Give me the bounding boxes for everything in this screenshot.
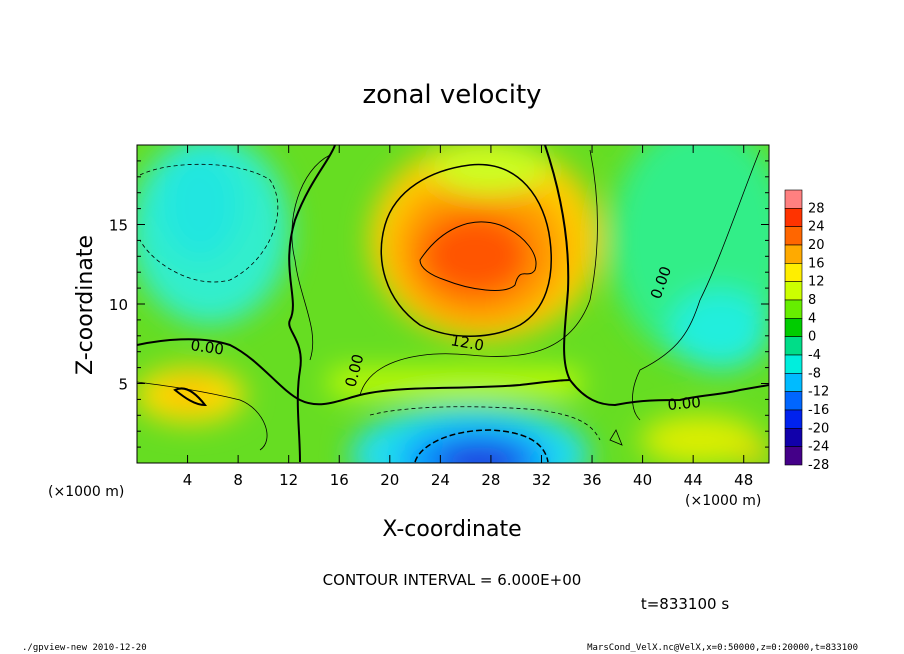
colorbar-swatch — [784, 446, 803, 466]
contour-label: 0.00 — [189, 336, 225, 358]
x-axis-label: X-coordinate — [382, 517, 521, 542]
x-tick-label: 16 — [330, 471, 349, 489]
colorbar-swatch — [784, 226, 803, 246]
contour-interval-text: CONTOUR INTERVAL = 6.000E+00 — [323, 571, 582, 589]
x-tick-label: 12 — [279, 471, 298, 489]
x-tick-label: 8 — [233, 471, 243, 489]
colorbar-swatch — [784, 336, 803, 356]
colorbar-label: -4 — [808, 348, 821, 363]
colorbar-label: 28 — [808, 201, 825, 216]
colorbar: 28 24 20 16 12 8 4 0 -4 -8 -12 -16 -20 -24 -28 — [784, 189, 829, 473]
colorbar-label: -24 — [808, 440, 829, 455]
colorbar-label: -12 — [808, 385, 829, 400]
time-text: t=833100 s — [641, 595, 729, 613]
colorbar-label: 0 — [808, 330, 816, 345]
colorbar-label: 4 — [808, 311, 816, 326]
velocity-field: 0.00 12.0 0.00 0.00 0.00 — [137, 145, 769, 463]
colorbar-label: -8 — [808, 366, 821, 381]
colorbar-swatch — [784, 409, 803, 429]
x-tick-label: 44 — [684, 471, 703, 489]
x-tick-label: 20 — [380, 471, 399, 489]
x-unit-label-left: (×1000 m) — [48, 484, 124, 500]
contour-label: 0.00 — [667, 393, 702, 414]
colorbar-label: 24 — [808, 220, 825, 235]
colorbar-swatch — [784, 244, 803, 264]
x-tick-label: 40 — [633, 471, 652, 489]
footer-left: ./gpview-new 2010-12-20 — [22, 643, 147, 653]
colorbar-swatch — [784, 428, 803, 447]
colorbar-swatch — [784, 318, 803, 337]
y-tick-label: 5 — [118, 376, 128, 394]
colorbar-swatch — [784, 208, 803, 227]
colorbar-swatch — [784, 263, 803, 282]
y-tick-label: 15 — [109, 217, 128, 235]
colorbar-swatch — [784, 189, 803, 209]
colorbar-label: -28 — [808, 458, 829, 473]
colorbar-label: -16 — [808, 403, 829, 418]
chart-title: zonal velocity — [362, 80, 541, 110]
contour-label: 12.0 — [449, 331, 485, 355]
colorbar-label: 8 — [808, 293, 816, 308]
x-unit-label-right: (×1000 m) — [685, 493, 761, 509]
x-tick-label: 24 — [431, 471, 450, 489]
x-tick-label: 36 — [582, 471, 601, 489]
colorbar-swatch — [784, 354, 803, 374]
colorbar-swatch — [784, 299, 803, 319]
x-tick-label: 4 — [183, 471, 193, 489]
colorbar-swatch — [784, 391, 803, 411]
x-tick-label: 48 — [734, 471, 753, 489]
y-axis-label: Z-coordinate — [73, 235, 98, 375]
x-tick-label: 28 — [481, 471, 500, 489]
footer-right: MarsCond_VelX.nc@VelX,x=0:50000,z=0:2000… — [587, 643, 858, 653]
colorbar-label: 20 — [808, 238, 825, 253]
colorbar-label: -20 — [808, 421, 829, 436]
y-tick-label: 10 — [109, 296, 128, 314]
colorbar-label: 16 — [808, 256, 825, 271]
colorbar-swatch — [784, 281, 803, 301]
colorbar-swatch — [784, 373, 803, 392]
colorbar-label: 12 — [808, 275, 825, 290]
x-tick-label: 32 — [532, 471, 551, 489]
